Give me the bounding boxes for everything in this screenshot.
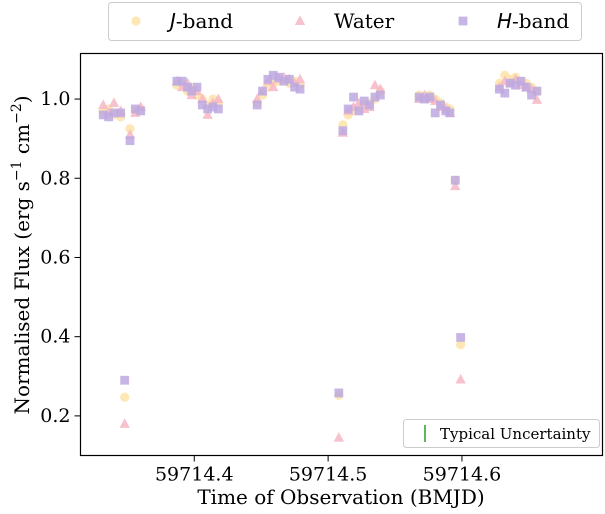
series-2-point-26 <box>334 388 344 398</box>
series-2-point-0 <box>98 110 108 120</box>
data-points <box>98 70 543 442</box>
series-1-point-42 <box>450 180 461 191</box>
series-0-point-43 <box>456 340 466 350</box>
series-2-point-41 <box>445 108 455 118</box>
y-axis-label: Normalised Flux (erg s−1 cm−2) <box>9 95 34 414</box>
series-2-point-1 <box>104 112 114 122</box>
uncertainty-note: Typical Uncertainty <box>403 419 600 448</box>
x-tick-label: 59714.5 <box>289 464 368 486</box>
series-2-point-8 <box>172 76 182 86</box>
series-2-point-29 <box>349 92 358 102</box>
series-2-point-24 <box>290 82 300 92</box>
series-1-point-26 <box>333 432 345 442</box>
series-2-point-51 <box>532 86 542 96</box>
uncertainty-label: Typical Uncertainty <box>440 425 591 443</box>
series-2-point-45 <box>500 88 510 98</box>
series-1-point-4 <box>119 418 130 428</box>
legend-marker-2 <box>458 16 468 26</box>
series-2-point-14 <box>203 104 213 114</box>
series-2-point-43 <box>456 333 466 342</box>
y-tick-label: 0.4 <box>40 326 70 348</box>
series-2-point-31 <box>359 96 369 106</box>
legend-label-1: Water <box>334 9 395 33</box>
series-2-point-6 <box>130 104 140 114</box>
series-2-point-30 <box>354 106 364 116</box>
series-2-point-32 <box>365 100 375 110</box>
series-2-point-28 <box>343 104 353 114</box>
series-2-point-15 <box>208 102 218 112</box>
legend-label-0: J-band <box>166 9 233 33</box>
series-1-point-16 <box>213 93 224 104</box>
series-2-point-9 <box>177 76 187 86</box>
x-tick-label: 59714.6 <box>423 464 502 486</box>
series-2-point-36 <box>420 94 429 104</box>
series-2-point-47 <box>511 80 520 90</box>
series-2-point-38 <box>430 108 440 118</box>
y-tick-label: 0.2 <box>40 405 70 427</box>
series-1-point-33 <box>369 79 381 90</box>
series-2-point-49 <box>521 82 531 92</box>
series-1-point-43 <box>455 373 466 384</box>
series-1-point-20 <box>268 81 279 92</box>
series-2-point-44 <box>495 84 504 94</box>
legend-marker-1 <box>294 15 306 25</box>
series-1-point-51 <box>531 94 543 104</box>
series-2-point-21 <box>274 72 283 82</box>
uncertainty-note-box <box>403 419 600 448</box>
legend: J-band Water H-band <box>108 2 582 41</box>
series-2-point-7 <box>136 106 146 116</box>
series-2-point-11 <box>187 86 196 96</box>
series-2-point-39 <box>436 100 445 110</box>
series-2-point-37 <box>425 92 435 102</box>
series-2-point-12 <box>192 82 202 92</box>
legend-marker-0 <box>131 16 141 26</box>
legend-label-2: H-band <box>497 9 569 33</box>
series-2-point-23 <box>284 74 294 84</box>
series-2-point-35 <box>414 92 424 102</box>
series-2-point-16 <box>213 104 223 114</box>
series-1-point-14 <box>202 109 213 119</box>
x-axis-label: Time of Observation (BMJD) <box>197 485 484 509</box>
series-2-point-27 <box>338 126 348 136</box>
plot-frame <box>79 52 604 457</box>
series-0-point-4 <box>120 392 130 402</box>
series-2-point-48 <box>516 76 526 86</box>
series-2-point-4 <box>120 375 130 385</box>
series-0-point-5 <box>125 124 135 134</box>
legend-box <box>108 2 582 41</box>
series-2-point-3 <box>116 108 126 118</box>
axes: 59714.4 59714.5 59714.6 0.2 0.4 0.6 0.8 1.0 <box>40 88 501 485</box>
series-2-point-5 <box>125 136 135 146</box>
y-tick-label: 1.0 <box>40 88 70 110</box>
series-2-point-19 <box>263 74 273 84</box>
series-2-point-34 <box>375 90 385 100</box>
y-tick-label: 0.6 <box>40 246 70 268</box>
series-2-point-18 <box>258 86 267 96</box>
series-2-point-13 <box>197 100 207 110</box>
series-2-point-25 <box>295 84 305 94</box>
series-1-point-25 <box>294 73 306 84</box>
series-1-point-0 <box>98 99 109 109</box>
series-2-point-42 <box>450 175 460 185</box>
series-2-point-17 <box>252 100 262 110</box>
series-2-point-50 <box>527 90 536 100</box>
series-2-point-33 <box>370 92 380 102</box>
series-2-point-22 <box>279 76 289 86</box>
series-2-point-20 <box>268 70 278 80</box>
series-2-point-2 <box>109 108 119 118</box>
x-tick-label: 59714.4 <box>155 464 234 486</box>
y-tick-label: 0.8 <box>40 167 70 189</box>
series-1-point-2 <box>108 97 120 108</box>
series-2-point-46 <box>505 78 515 88</box>
